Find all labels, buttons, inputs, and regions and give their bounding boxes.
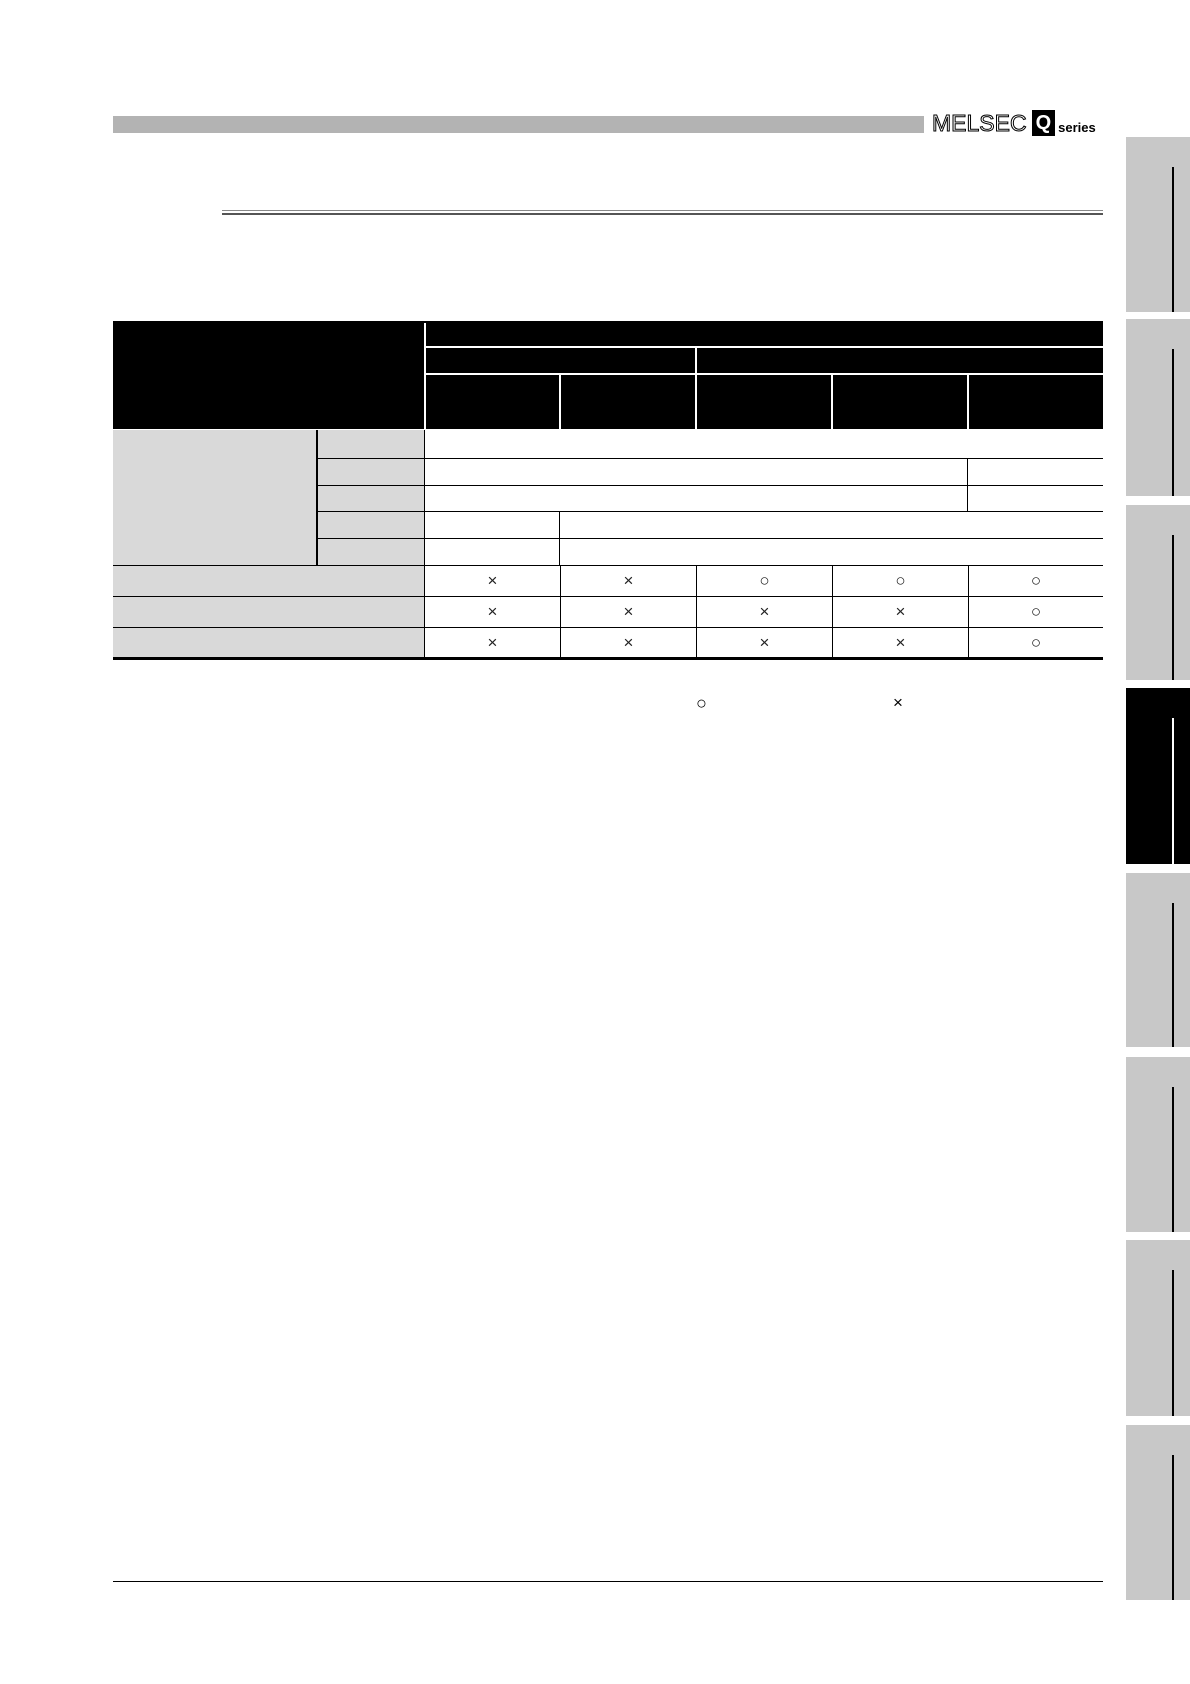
row-subheader <box>316 511 424 538</box>
spec-cell <box>424 458 968 485</box>
melsec-logo: MELSEC Q series <box>932 106 1096 137</box>
title-rule <box>222 210 1103 215</box>
side-tab[interactable] <box>1126 1240 1190 1416</box>
table-cell: × <box>424 565 560 596</box>
table-cell: × <box>560 565 696 596</box>
table-cell: × <box>560 596 696 627</box>
row-header <box>113 565 424 596</box>
side-tab[interactable] <box>1126 688 1190 864</box>
tab-divider <box>1172 535 1174 680</box>
tab-divider <box>1172 1087 1174 1232</box>
header-divider <box>831 375 833 429</box>
side-tab[interactable] <box>1126 1425 1190 1600</box>
logo-series: series <box>1058 120 1096 135</box>
table-cell: × <box>832 627 968 657</box>
table-cell: ○ <box>968 596 1103 627</box>
table-cell: × <box>424 627 560 657</box>
header-divider <box>559 375 561 429</box>
table-cell: ○ <box>968 565 1103 596</box>
tab-divider <box>1172 167 1174 312</box>
spec-cell <box>968 485 1103 511</box>
header-divider <box>967 375 969 429</box>
tab-divider <box>1172 1455 1174 1600</box>
side-tab[interactable] <box>1126 319 1190 496</box>
footnote-yes-symbol: ○ <box>696 693 707 713</box>
logo-q: Q <box>1031 110 1056 136</box>
side-tab[interactable] <box>1126 137 1190 312</box>
table-cell: ○ <box>968 627 1103 657</box>
tab-divider <box>1172 349 1174 496</box>
spec-cell <box>560 511 1103 538</box>
header-divider <box>426 346 1103 348</box>
footer-rule <box>113 1581 1103 1582</box>
table-cell: × <box>424 596 560 627</box>
table-cell: × <box>696 596 832 627</box>
tab-divider <box>1172 903 1174 1047</box>
spec-cell <box>424 538 560 565</box>
side-tab[interactable] <box>1126 505 1190 680</box>
table-cell: ○ <box>696 565 832 596</box>
table-cell: × <box>696 627 832 657</box>
spec-cell <box>560 538 1103 565</box>
row-subheader <box>316 458 424 485</box>
row-header <box>113 627 424 657</box>
spec-cell <box>968 458 1103 485</box>
row-subheader <box>316 538 424 565</box>
tab-divider <box>1172 1270 1174 1416</box>
footnote-no-symbol: × <box>893 693 903 712</box>
table-cell: ○ <box>832 565 968 596</box>
header-bar <box>113 116 924 133</box>
table-header <box>113 321 1103 429</box>
spec-cell <box>424 511 560 538</box>
table-bottom-rule <box>113 657 1103 660</box>
header-divider <box>424 323 426 429</box>
header-divider <box>426 373 1103 375</box>
table-cell: × <box>832 596 968 627</box>
logo-text: MELSEC <box>932 110 1028 137</box>
table-cell: × <box>560 627 696 657</box>
spec-cell <box>424 430 1103 458</box>
side-tab[interactable] <box>1126 873 1190 1047</box>
tab-divider <box>1172 718 1174 864</box>
row-header <box>113 596 424 627</box>
header-divider <box>695 348 697 429</box>
row-header-group <box>113 430 316 565</box>
spec-cell <box>424 485 968 511</box>
row-subheader <box>316 430 424 458</box>
row-subheader <box>316 485 424 511</box>
side-tab[interactable] <box>1126 1057 1190 1232</box>
